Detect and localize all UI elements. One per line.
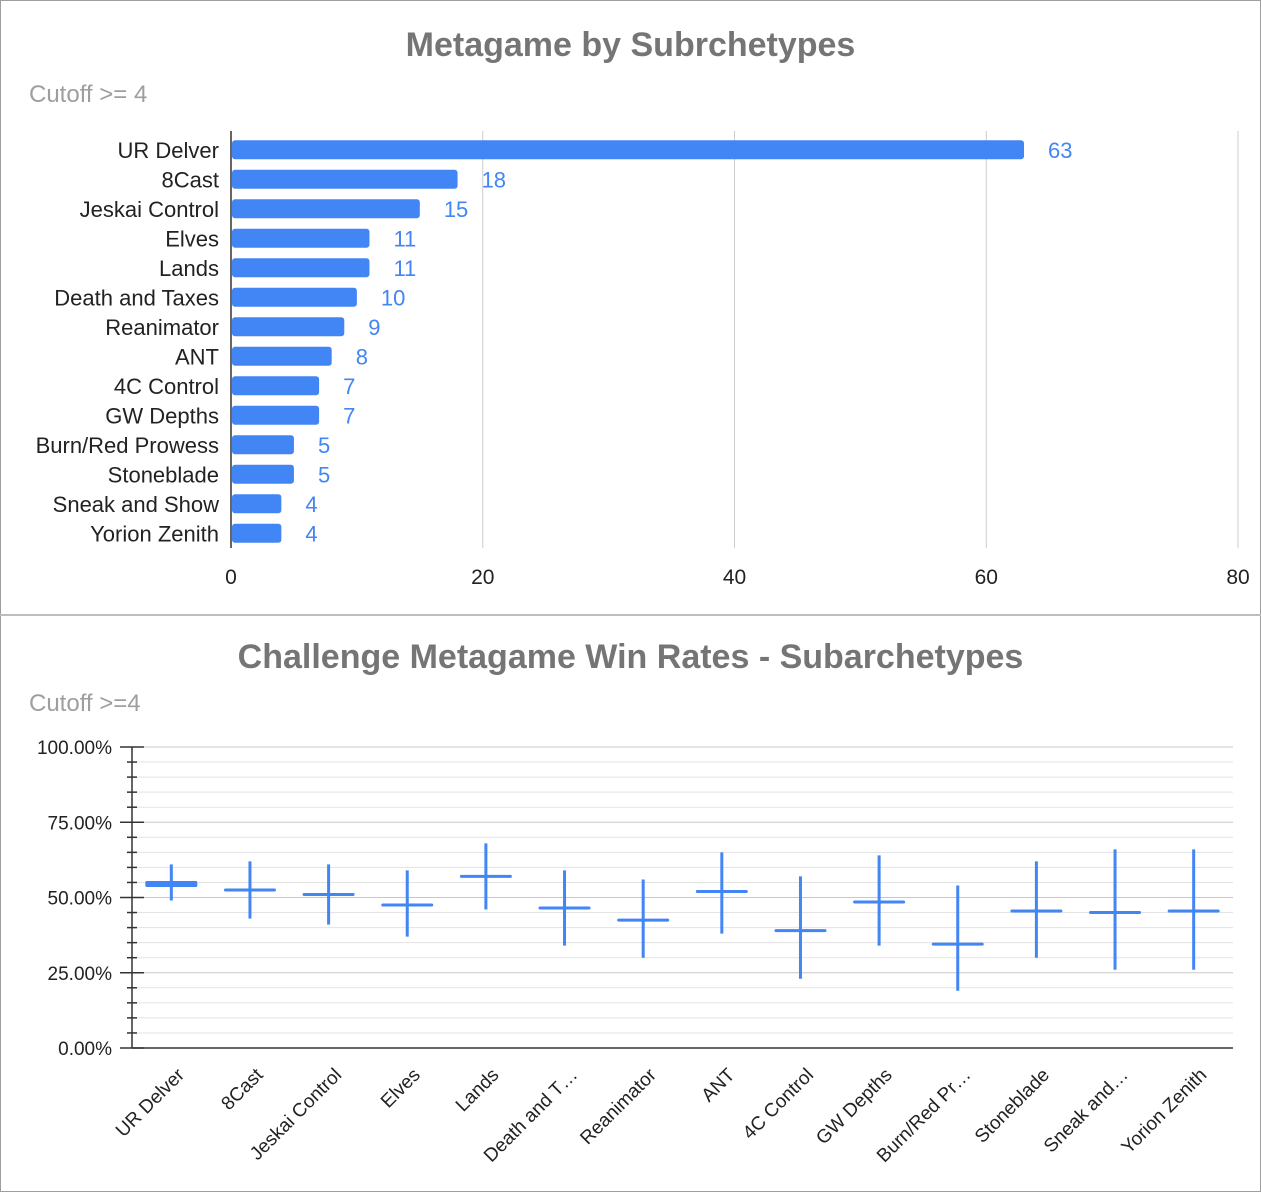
- candle-y-tick-label: 50.00%: [48, 889, 113, 910]
- bar-category-label: 8Cast: [162, 167, 219, 192]
- bar-category-label: Stoneblade: [108, 462, 219, 487]
- bar-category-label: Burn/Red Prowess: [36, 433, 219, 458]
- bar-chart-title: Metagame by Subrchetypes: [405, 26, 856, 64]
- bar: [232, 228, 370, 248]
- bar-category-label: UR Delver: [118, 138, 219, 163]
- candle-y-tick-label: 75.00%: [48, 813, 113, 834]
- bar-category-label: ANT: [175, 344, 219, 369]
- bar: [232, 287, 357, 307]
- bar-data-label: 15: [444, 197, 468, 222]
- metagame-bar-chart-panel: Metagame by Subrchetypes Cutoff >= 4 0 20…: [29, 26, 1250, 589]
- candle-x-category-label: GW Depths: [812, 1065, 896, 1149]
- candle-body: [145, 880, 198, 887]
- candle-x-category-label: ANT: [698, 1064, 740, 1106]
- candle-body: [853, 900, 906, 904]
- panel-divider: [0, 614, 1261, 616]
- candle-body: [774, 929, 827, 933]
- candle-body: [931, 942, 984, 946]
- bar: [232, 258, 370, 278]
- bar-category-label: Reanimator: [105, 315, 219, 340]
- bar-chart-subtitle: Cutoff >= 4: [29, 81, 148, 108]
- candle-body: [538, 906, 591, 910]
- candle-body: [1010, 909, 1063, 913]
- candle-body: [695, 889, 748, 893]
- bar-data-label: 4: [305, 492, 317, 517]
- winrate-candlestick-chart-panel: Challenge Metagame Win Rates - Subarchet…: [0, 616, 1261, 1192]
- bar-data-label: 5: [318, 462, 330, 487]
- bar-x-tick-label: 0: [225, 566, 237, 589]
- bar-data-label: 18: [482, 167, 506, 192]
- bar: [232, 376, 320, 396]
- candle-x-category-label: 4C Control: [739, 1065, 818, 1144]
- candle-x-category-label: Reanimator: [576, 1064, 661, 1149]
- candle-x-category-label: Lands: [452, 1065, 503, 1116]
- bar-data-label: 11: [393, 256, 416, 281]
- bar-data-label: 8: [356, 344, 368, 369]
- candle-y-tick-label: 0.00%: [58, 1039, 112, 1060]
- bar: [232, 405, 320, 425]
- bar: [232, 317, 345, 337]
- candle-y-tick-label: 100.00%: [37, 738, 112, 759]
- bar: [232, 464, 294, 484]
- candle-body: [1167, 909, 1220, 913]
- candlestick-chart-title: Challenge Metagame Win Rates - Subarchet…: [237, 638, 1024, 676]
- bar-category-label: Sneak and Show: [53, 492, 219, 517]
- bar-data-label: 4: [305, 521, 317, 546]
- candle-y-tick-label: 25.00%: [48, 964, 113, 985]
- bar-category-label: Jeskai Control: [80, 197, 219, 222]
- candle-x-category-label: UR Delver: [112, 1064, 189, 1141]
- bar: [232, 140, 1025, 160]
- candle-x-category-label: Stoneblade: [971, 1065, 1054, 1148]
- candle-x-category-label: 8Cast: [218, 1064, 268, 1114]
- candle-body: [381, 903, 434, 907]
- bar-x-tick-label: 60: [975, 566, 998, 589]
- candle-body: [459, 874, 512, 878]
- bar: [232, 169, 458, 189]
- bar-x-tick-label: 40: [723, 566, 746, 589]
- bar-category-label: Yorion Zenith: [90, 521, 219, 546]
- bar-data-label: 5: [318, 433, 330, 458]
- bar-data-label: 9: [368, 315, 380, 340]
- candlestick-chart-plot: 0.00% 25.00% 50.00% 75.00% 100.00% UR Delver 8…: [37, 738, 1233, 1167]
- bar-data-label: 10: [381, 285, 405, 310]
- bar: [232, 523, 282, 543]
- bar-category-label: Death and Taxes: [54, 285, 219, 310]
- bar-category-label: Elves: [165, 226, 219, 251]
- bar-x-tick-label: 20: [471, 566, 494, 589]
- bar: [232, 435, 294, 455]
- candle-body: [1089, 911, 1142, 915]
- bar-x-tick-label: 80: [1226, 566, 1249, 589]
- bar-chart-plot: 0 20 40 60 80 UR Delver 63 8Cast 18 Jeskai Contro…: [36, 131, 1250, 589]
- bar-category-label: GW Depths: [105, 403, 219, 428]
- bar-category-label: Lands: [159, 256, 219, 281]
- candle-body: [223, 888, 276, 892]
- bar-data-label: 63: [1048, 138, 1072, 163]
- candlestick-chart-subtitle: Cutoff >=4: [29, 690, 141, 717]
- candle-x-category-label: Elves: [377, 1065, 425, 1113]
- bar: [232, 199, 420, 219]
- bar-category-label: 4C Control: [114, 374, 219, 399]
- candle-body: [302, 892, 355, 896]
- bar: [232, 346, 332, 366]
- bar-data-label: 7: [343, 403, 355, 428]
- bar-data-label: 7: [343, 374, 355, 399]
- bar: [232, 494, 282, 514]
- candle-body: [617, 918, 670, 922]
- bar-data-label: 11: [393, 226, 416, 251]
